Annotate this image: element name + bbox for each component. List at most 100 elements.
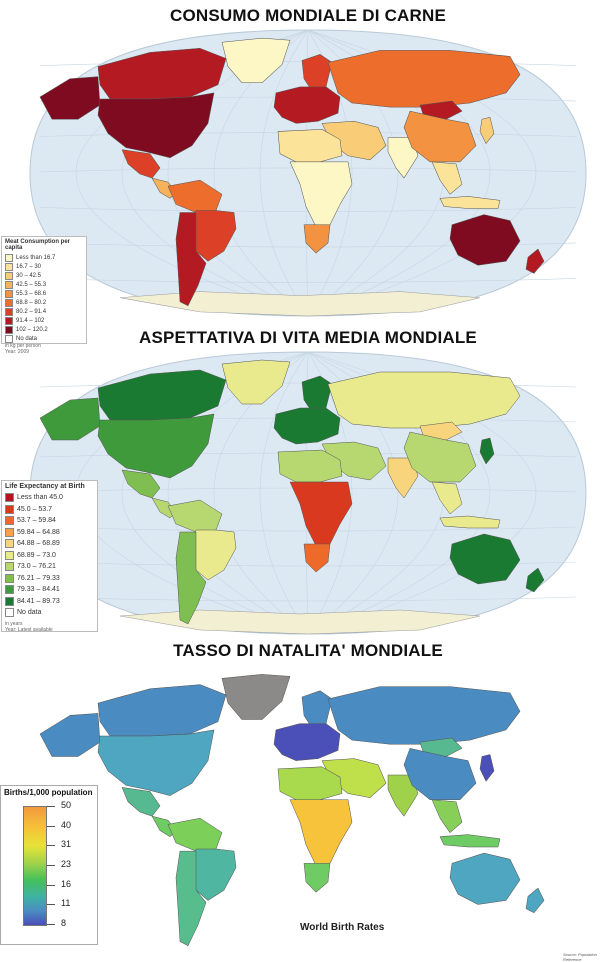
life-region-greenland bbox=[221, 359, 291, 405]
meat-region-canada-north bbox=[97, 48, 227, 100]
life-legend-swatch bbox=[5, 562, 14, 572]
life-legend-label: 84.41 – 89.73 bbox=[17, 597, 60, 605]
life-map-title: ASPETTATIVA DI VITA MEDIA MONDIALE bbox=[139, 328, 477, 347]
birth-legend-tick-label: 23 bbox=[61, 859, 72, 869]
birth-region-russia bbox=[327, 686, 521, 745]
life-graticule-line bbox=[39, 596, 577, 602]
meat-map-panel bbox=[0, 26, 616, 320]
life-world-map bbox=[29, 351, 587, 635]
meat-legend-label: 102 – 120.2 bbox=[16, 326, 48, 333]
birth-map-panel bbox=[0, 662, 616, 960]
birth-legend-tick-label: 8 bbox=[61, 918, 67, 928]
life-legend: Life Expectancy at Birth Less than 45.0 4… bbox=[1, 480, 98, 633]
meat-legend-swatch bbox=[5, 271, 13, 280]
meat-legend-swatch bbox=[5, 280, 13, 289]
life-legend-label: 53.7 – 59.84 bbox=[17, 517, 56, 525]
life-legend-label: 45.0 – 53.7 bbox=[17, 505, 53, 513]
birth-map-caption: World Birth Rates bbox=[300, 922, 385, 933]
meat-legend-item: Less than 16.7 bbox=[5, 253, 83, 262]
meat-world-map bbox=[29, 29, 587, 317]
birth-region-argentina bbox=[175, 850, 207, 946]
meat-legend-label: 91.4 – 102 bbox=[16, 317, 45, 324]
birth-legend-title: Births/1,000 population bbox=[4, 788, 93, 797]
birth-region-africa-north bbox=[277, 766, 343, 800]
meat-region-japan bbox=[479, 116, 495, 144]
birth-legend-tick-mark bbox=[47, 845, 55, 847]
meat-region-australia bbox=[449, 214, 521, 266]
life-legend-label: 68.89 – 73.0 bbox=[17, 551, 56, 559]
meat-legend-label: 55.3 – 68.6 bbox=[16, 290, 47, 297]
life-legend-swatch bbox=[5, 493, 14, 503]
life-legend-label: 59.84 – 64.88 bbox=[17, 528, 60, 536]
birth-region-scandinavia bbox=[301, 690, 333, 729]
birth-legend-color-ramp bbox=[23, 806, 47, 926]
birth-world-map bbox=[39, 674, 545, 946]
meat-legend-title: Meat Consumption per capita bbox=[5, 239, 71, 251]
life-legend-swatch bbox=[5, 516, 14, 526]
birth-region-greenland bbox=[221, 674, 291, 720]
life-legend-swatch bbox=[5, 585, 14, 595]
birth-region-new-zealand bbox=[525, 887, 545, 913]
birth-legend-tick-label: 16 bbox=[61, 878, 72, 889]
life-legend-note-year: Year: Latest available bbox=[5, 626, 53, 633]
life-region-new-zealand bbox=[525, 567, 545, 593]
birth-region-indonesia bbox=[439, 834, 501, 848]
meat-legend: Meat Consumption per capita Less than 16… bbox=[1, 236, 87, 355]
life-legend-swatch bbox=[5, 527, 14, 537]
birth-legend-tick-label: 40 bbox=[61, 819, 72, 830]
meat-legend-label: No data bbox=[16, 335, 38, 342]
birth-region-africa-sub bbox=[289, 799, 353, 866]
meat-region-africa-north bbox=[277, 129, 343, 163]
life-region-africa-sub bbox=[289, 481, 353, 547]
life-legend-item: No data bbox=[5, 607, 94, 619]
life-legend-label: Less than 45.0 bbox=[17, 494, 63, 502]
life-legend-swatch bbox=[5, 504, 14, 514]
life-legend-item: 45.0 – 53.7 bbox=[5, 504, 94, 516]
life-region-argentina bbox=[175, 531, 207, 625]
life-region-south-africa bbox=[303, 543, 331, 573]
meat-region-argentina bbox=[175, 212, 207, 307]
meat-legend-note-unit: in kg per person bbox=[5, 343, 41, 349]
life-legend-label: 79.33 – 84.41 bbox=[17, 586, 60, 594]
life-region-australia bbox=[449, 533, 521, 585]
meat-legend-label: 42.5 – 55.3 bbox=[16, 281, 47, 288]
life-legend-label: 64.88 – 68.89 bbox=[17, 540, 60, 548]
meat-region-indonesia bbox=[439, 196, 501, 209]
meat-graticule-line bbox=[39, 207, 577, 212]
birth-region-japan bbox=[479, 754, 495, 782]
life-legend-item: 53.7 – 59.84 bbox=[5, 515, 94, 527]
life-legend-note-unit: in years bbox=[5, 620, 23, 627]
meat-legend-item: 80.2 – 91.4 bbox=[5, 307, 83, 316]
birth-region-china bbox=[403, 748, 477, 800]
life-legend-item: 84.41 – 89.73 bbox=[5, 596, 94, 608]
meat-legend-swatch bbox=[5, 298, 13, 307]
life-legend-swatch bbox=[5, 550, 14, 560]
meat-graticule-line bbox=[39, 278, 577, 283]
meat-region-africa-sub bbox=[289, 161, 353, 227]
meat-region-china bbox=[403, 110, 477, 163]
birth-region-canada-north bbox=[97, 684, 227, 737]
life-region-africa-north bbox=[277, 449, 343, 483]
life-region-japan bbox=[479, 437, 495, 465]
meat-legend-item: 16.7 – 30 bbox=[5, 262, 83, 271]
meat-region-new-zealand bbox=[525, 248, 545, 274]
birth-region-europe-west bbox=[273, 723, 341, 761]
birth-region-australia bbox=[449, 852, 521, 905]
birth-legend-tick-mark bbox=[47, 904, 55, 906]
meat-legend-swatch bbox=[5, 316, 13, 325]
meat-region-southeast-asia bbox=[431, 161, 463, 195]
meat-legend-item: 68.8 – 80.2 bbox=[5, 298, 83, 307]
life-legend-swatch bbox=[5, 573, 14, 583]
meat-legend-item: 42.5 – 55.3 bbox=[5, 280, 83, 289]
birth-legend-tick-mark bbox=[47, 884, 55, 886]
meat-region-europe-west bbox=[273, 86, 341, 124]
birth-region-north-america bbox=[97, 729, 215, 796]
birth-region-southeast-asia bbox=[431, 799, 463, 833]
life-legend-item: 59.84 – 64.88 bbox=[5, 527, 94, 539]
life-legend-item: 68.89 – 73.0 bbox=[5, 550, 94, 562]
life-graticule-line bbox=[259, 351, 309, 635]
birth-legend: Births/1,000 population 50 40 31 23 16 11 8 bbox=[0, 785, 98, 945]
meat-legend-item: 91.4 – 102 bbox=[5, 316, 83, 325]
meat-legend-swatch bbox=[5, 289, 13, 298]
life-legend-label: 76.21 – 79.33 bbox=[17, 574, 60, 582]
